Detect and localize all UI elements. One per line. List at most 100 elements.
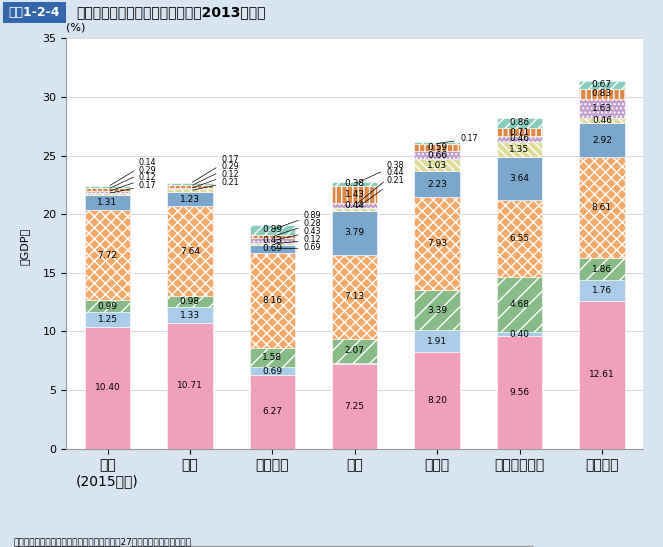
Text: 0.43: 0.43 (263, 236, 282, 245)
Bar (85, 327, 130, 449)
Bar (167, 323, 213, 449)
Text: 0.17: 0.17 (192, 155, 239, 182)
Text: 3.64: 3.64 (509, 174, 530, 183)
Text: 0.99: 0.99 (97, 302, 117, 311)
Bar (85, 191, 130, 193)
Bar (414, 290, 459, 330)
Bar (250, 375, 295, 449)
Text: 0.28: 0.28 (275, 219, 322, 236)
Bar (579, 118, 625, 123)
Text: 0.69: 0.69 (263, 366, 282, 375)
Text: 0.21: 0.21 (357, 176, 404, 208)
Text: 0.46: 0.46 (509, 135, 530, 143)
Text: 7.25: 7.25 (345, 401, 365, 411)
Text: 4.68: 4.68 (509, 300, 530, 309)
Bar (167, 185, 213, 188)
Bar (414, 152, 459, 159)
Text: 0.66: 0.66 (427, 151, 447, 160)
Bar (85, 186, 130, 188)
Bar (85, 193, 130, 195)
Bar (250, 235, 295, 238)
Text: 0.89: 0.89 (275, 211, 322, 229)
Legend: 高齢, 遺族, 障害、業務
災害、傷病, 保健, 家族, 積極的労働
市場政策, 失業, 住宅, 他の政策分野: 高齢, 遺族, 障害、業務 災害、傷病, 保健, 家族, 積極的労働 市場政策,… (27, 546, 534, 547)
Bar (167, 183, 213, 185)
Text: 1.35: 1.35 (509, 145, 530, 154)
Text: 1.03: 1.03 (427, 161, 447, 170)
Bar (332, 203, 377, 208)
Text: 政策分野別社会支出の国際比較（2013年度）: 政策分野別社会支出の国際比較（2013年度） (76, 5, 266, 19)
Text: 0.40: 0.40 (509, 330, 530, 339)
Bar (579, 81, 625, 89)
Text: 0.46: 0.46 (592, 116, 612, 125)
Text: 3.79: 3.79 (345, 228, 365, 237)
Bar (414, 144, 459, 152)
Bar (497, 118, 542, 128)
Bar (85, 300, 130, 312)
Text: 0.38: 0.38 (345, 179, 365, 189)
Text: 8.61: 8.61 (592, 203, 612, 212)
Text: 0.83: 0.83 (592, 89, 612, 98)
Text: 0.71: 0.71 (509, 127, 530, 137)
Text: 1.86: 1.86 (592, 265, 612, 274)
Text: 0.44: 0.44 (345, 201, 365, 210)
Text: 1.91: 1.91 (427, 337, 447, 346)
Text: 3.39: 3.39 (427, 306, 447, 315)
Text: 1.58: 1.58 (263, 353, 282, 362)
Text: 2.07: 2.07 (345, 346, 365, 355)
Bar (414, 197, 459, 290)
Bar (167, 296, 213, 307)
Text: 0.12: 0.12 (110, 173, 156, 191)
Bar (250, 238, 295, 243)
Text: 資料：国立社会保障・人口問題研究所「平成27年度社会保障費用統計」: 資料：国立社会保障・人口問題研究所「平成27年度社会保障費用統計」 (13, 537, 191, 546)
Bar (250, 243, 295, 245)
Bar (167, 192, 213, 206)
Text: 0.17: 0.17 (440, 135, 478, 143)
Bar (250, 367, 295, 375)
Text: 0.17: 0.17 (110, 181, 156, 193)
Text: 2.92: 2.92 (592, 136, 612, 145)
Text: 0.14: 0.14 (110, 158, 156, 185)
Text: 0.86: 0.86 (509, 118, 530, 127)
Bar (579, 98, 625, 118)
Bar (414, 159, 459, 171)
Text: 6.27: 6.27 (263, 408, 282, 416)
Bar (579, 301, 625, 449)
Bar (414, 352, 459, 449)
Bar (497, 158, 542, 200)
Text: 0.29: 0.29 (110, 166, 156, 188)
Text: 対GDP比: 対GDP比 (20, 228, 30, 265)
Bar (250, 245, 295, 253)
Text: 8.16: 8.16 (263, 296, 282, 305)
Bar (414, 171, 459, 197)
Bar (497, 142, 542, 158)
Text: 7.72: 7.72 (97, 251, 117, 260)
Bar (332, 363, 377, 364)
Bar (497, 332, 542, 336)
Bar (579, 258, 625, 280)
Bar (332, 364, 377, 449)
Text: 1.31: 1.31 (97, 197, 117, 207)
Text: 0.21: 0.21 (193, 178, 239, 190)
Text: 0.44: 0.44 (357, 168, 404, 204)
Text: 1.43: 1.43 (345, 190, 365, 199)
Text: 1.63: 1.63 (592, 104, 612, 113)
Text: 0.69: 0.69 (275, 243, 322, 253)
Bar (332, 211, 377, 255)
Text: 1.33: 1.33 (180, 311, 200, 319)
Bar (332, 339, 377, 363)
Bar (85, 210, 130, 300)
Bar (332, 186, 377, 203)
Text: 12.61: 12.61 (589, 370, 615, 379)
Text: 0.98: 0.98 (180, 297, 200, 306)
Bar (332, 208, 377, 211)
FancyBboxPatch shape (3, 3, 66, 24)
Bar (497, 200, 542, 277)
Text: 0.12: 0.12 (275, 235, 322, 245)
Bar (579, 280, 625, 301)
Bar (167, 189, 213, 192)
Bar (497, 277, 542, 332)
Text: 7.64: 7.64 (180, 247, 200, 255)
Text: (%): (%) (66, 22, 86, 32)
Text: 10.71: 10.71 (177, 381, 203, 390)
Text: 9.56: 9.56 (509, 388, 530, 397)
